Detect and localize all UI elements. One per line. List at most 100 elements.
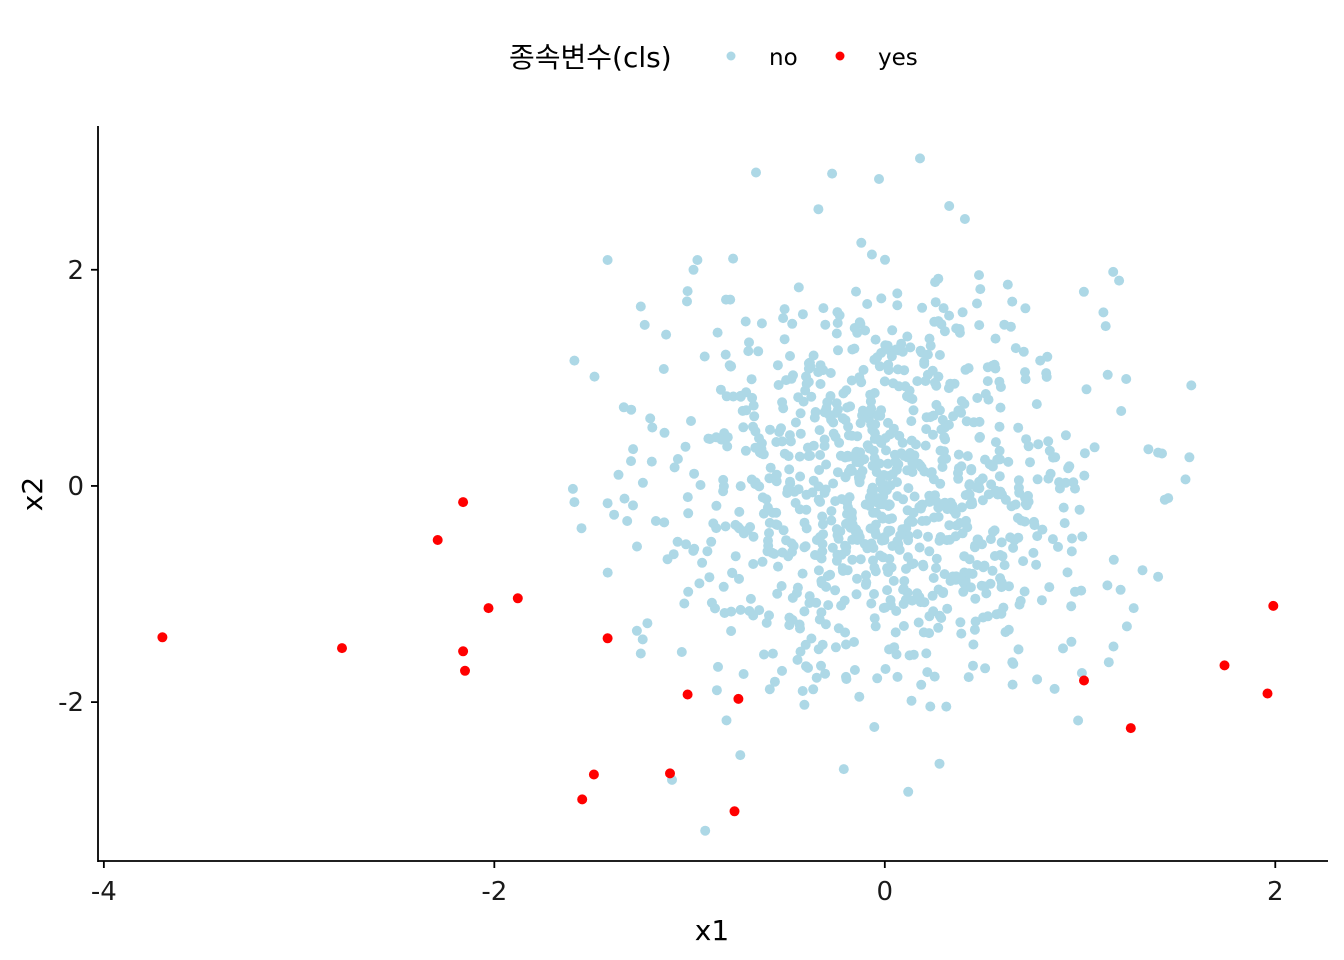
point-no: [972, 298, 982, 309]
point-no: [834, 437, 845, 448]
point-no: [803, 662, 813, 673]
point-no: [784, 612, 795, 623]
point-no: [855, 471, 866, 482]
point-no: [874, 361, 885, 372]
point-no: [626, 404, 637, 415]
point-no: [967, 499, 978, 510]
x-tick-label: 2: [1267, 877, 1284, 907]
point-no: [969, 624, 980, 635]
point-no: [924, 546, 935, 557]
point-no: [909, 491, 920, 502]
point-no: [637, 634, 648, 645]
point-no: [893, 381, 904, 392]
point-no: [801, 523, 812, 534]
point-no: [890, 627, 901, 638]
point-no: [832, 467, 843, 478]
point-no: [756, 318, 767, 329]
point-no: [576, 523, 587, 534]
point-no: [961, 416, 972, 427]
point-no: [681, 539, 691, 550]
point-no: [1029, 520, 1040, 531]
point-no: [784, 620, 795, 631]
point-no: [1114, 275, 1125, 286]
point-no: [761, 494, 772, 505]
point-no: [827, 542, 838, 553]
point-no: [720, 349, 731, 360]
point-no: [953, 473, 964, 484]
point-yes: [577, 794, 588, 805]
point-no: [884, 553, 895, 564]
point-no: [628, 500, 638, 511]
point-no: [1089, 442, 1100, 453]
point-no: [846, 375, 857, 386]
point-no: [828, 417, 839, 428]
point-no: [918, 561, 929, 572]
point-no: [966, 464, 977, 474]
point-no: [880, 433, 891, 444]
point-no: [825, 368, 836, 378]
point-no: [826, 515, 837, 526]
point-no: [816, 660, 826, 671]
point-no: [1159, 494, 1170, 505]
point-no: [854, 691, 865, 702]
point-no: [989, 551, 1000, 561]
point-no: [801, 371, 811, 382]
point-no: [814, 614, 825, 625]
point-no: [771, 519, 781, 530]
point-no: [1062, 567, 1073, 578]
point-yes: [1262, 688, 1273, 699]
point-no: [886, 351, 897, 362]
point-no: [1007, 657, 1018, 668]
point-no: [916, 462, 927, 473]
point-no: [847, 519, 858, 530]
point-no: [974, 270, 984, 281]
point-no: [743, 346, 754, 357]
point-no: [1128, 603, 1139, 614]
point-no: [741, 405, 752, 416]
point-no: [962, 522, 973, 533]
point-no: [852, 573, 862, 584]
point-no: [892, 300, 903, 311]
point-no: [851, 589, 862, 600]
point-no: [999, 560, 1010, 571]
point-no: [879, 376, 890, 387]
point-no: [712, 327, 723, 338]
point-no: [985, 578, 996, 589]
point-no: [1007, 679, 1018, 690]
point-no: [944, 310, 955, 321]
point-no: [631, 625, 642, 636]
point-no: [912, 529, 923, 540]
point-yes: [512, 593, 523, 604]
point-no: [779, 334, 790, 345]
point-no: [939, 446, 949, 457]
legend-swatch-yes: [835, 51, 845, 61]
point-no: [925, 412, 936, 423]
point-no: [857, 405, 868, 416]
point-no: [825, 569, 836, 580]
point-no: [872, 673, 883, 684]
point-no: [1002, 279, 1013, 290]
point-no: [994, 421, 1005, 432]
point-no: [669, 462, 680, 473]
point-no: [1041, 368, 1052, 379]
point-no: [748, 400, 759, 411]
point-no: [686, 416, 696, 426]
point-no: [956, 407, 967, 418]
point-no: [880, 254, 890, 265]
point-no: [861, 570, 871, 581]
point-no: [726, 626, 737, 636]
point-no: [820, 319, 831, 330]
point-no: [846, 430, 857, 441]
point-no: [787, 592, 798, 603]
point-no: [904, 650, 915, 661]
point-no: [914, 542, 925, 553]
point-no: [986, 479, 997, 490]
point-no: [716, 434, 727, 445]
point-no: [994, 445, 1005, 456]
point-yes: [458, 497, 469, 508]
point-no: [864, 500, 875, 511]
point-no: [734, 523, 745, 534]
point-yes: [733, 693, 744, 704]
x-tick-label: 0: [877, 877, 894, 907]
point-no: [735, 750, 746, 761]
